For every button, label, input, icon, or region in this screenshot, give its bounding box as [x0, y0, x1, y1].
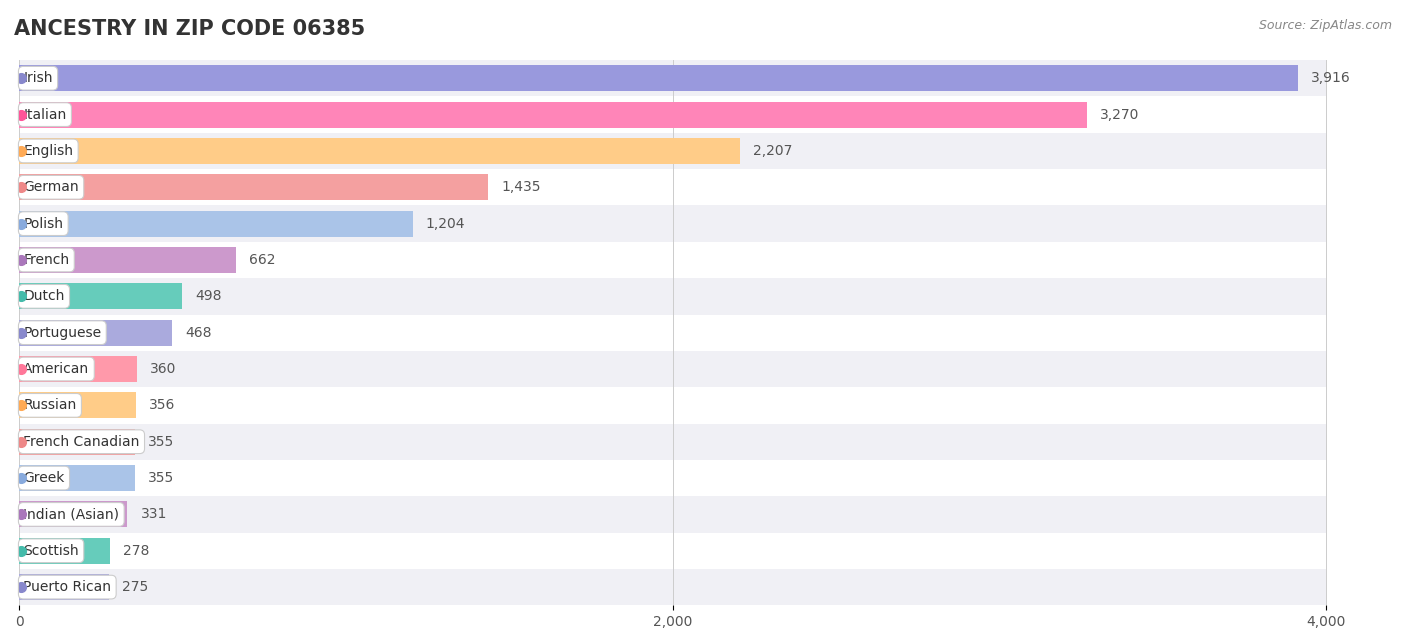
Text: Scottish: Scottish	[24, 544, 79, 558]
Bar	[20, 138, 740, 164]
Bar	[20, 278, 1326, 314]
Bar	[20, 497, 1326, 533]
Bar	[20, 133, 1326, 169]
Text: 468: 468	[186, 326, 212, 339]
Text: Indian (Asian): Indian (Asian)	[24, 507, 120, 522]
Text: Portuguese: Portuguese	[24, 326, 101, 339]
Bar	[20, 314, 1326, 351]
Text: Irish: Irish	[24, 71, 53, 85]
Text: Russian: Russian	[24, 399, 76, 412]
Text: 1,204: 1,204	[426, 216, 465, 231]
Bar	[20, 424, 1326, 460]
Bar	[20, 247, 236, 273]
Bar	[20, 465, 135, 491]
Text: English: English	[24, 144, 73, 158]
Text: 355: 355	[149, 435, 174, 449]
Text: 662: 662	[249, 253, 276, 267]
Text: 3,916: 3,916	[1312, 71, 1351, 85]
Bar	[20, 205, 1326, 242]
Bar	[20, 319, 172, 346]
Text: ANCESTRY IN ZIP CODE 06385: ANCESTRY IN ZIP CODE 06385	[14, 19, 366, 39]
Text: French Canadian: French Canadian	[24, 435, 139, 449]
Bar	[20, 429, 135, 455]
Text: 356: 356	[149, 399, 176, 412]
Bar	[20, 351, 1326, 387]
Bar	[20, 242, 1326, 278]
Text: 355: 355	[149, 471, 174, 485]
Bar	[20, 211, 412, 237]
Bar	[20, 356, 136, 382]
Bar	[20, 460, 1326, 497]
Text: French: French	[24, 253, 69, 267]
Text: German: German	[24, 180, 79, 194]
Bar	[20, 169, 1326, 205]
Text: Polish: Polish	[24, 216, 63, 231]
Bar	[20, 175, 488, 200]
Bar	[20, 387, 1326, 424]
Text: 2,207: 2,207	[754, 144, 793, 158]
Text: Puerto Rican: Puerto Rican	[24, 580, 111, 594]
Bar	[20, 392, 135, 419]
Bar	[20, 102, 1087, 128]
Text: 498: 498	[195, 289, 222, 303]
Text: Dutch: Dutch	[24, 289, 65, 303]
Text: 1,435: 1,435	[501, 180, 540, 194]
Bar	[20, 574, 110, 600]
Text: 278: 278	[124, 544, 149, 558]
Text: 331: 331	[141, 507, 167, 522]
Text: American: American	[24, 362, 90, 376]
Bar	[20, 533, 1326, 569]
Text: Italian: Italian	[24, 108, 66, 122]
Bar	[20, 283, 181, 309]
Bar	[20, 569, 1326, 605]
Bar	[20, 538, 110, 564]
Text: Greek: Greek	[24, 471, 65, 485]
Bar	[20, 60, 1326, 97]
Text: Source: ZipAtlas.com: Source: ZipAtlas.com	[1258, 19, 1392, 32]
Text: 275: 275	[122, 580, 149, 594]
Text: 3,270: 3,270	[1101, 108, 1140, 122]
Bar	[20, 97, 1326, 133]
Bar	[20, 65, 1298, 91]
Text: 360: 360	[150, 362, 176, 376]
Bar	[20, 501, 128, 527]
